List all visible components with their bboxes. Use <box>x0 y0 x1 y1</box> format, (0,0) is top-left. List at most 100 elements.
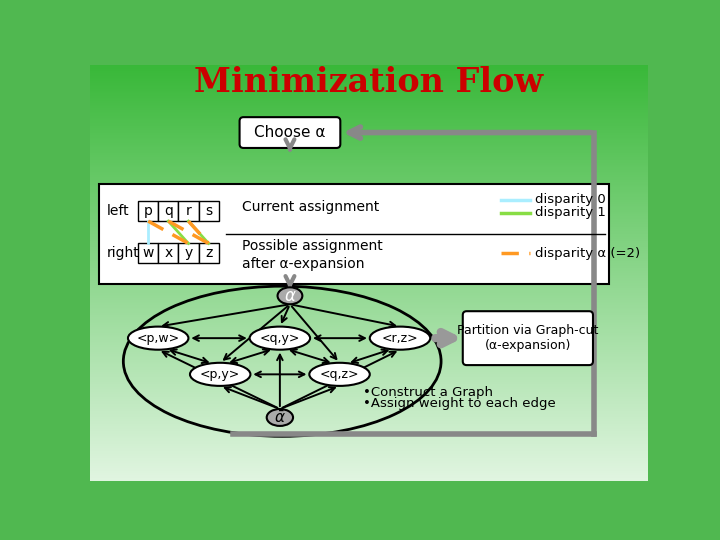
Bar <box>90 383 648 384</box>
Bar <box>90 322 648 323</box>
Bar <box>90 140 648 141</box>
Bar <box>90 95 648 96</box>
Bar <box>90 65 648 66</box>
Bar <box>90 448 648 449</box>
Bar <box>90 201 648 202</box>
Bar <box>90 298 648 299</box>
Bar <box>90 282 648 283</box>
Bar <box>90 231 648 232</box>
Bar <box>90 368 648 369</box>
Text: Current assignment: Current assignment <box>242 200 379 214</box>
Bar <box>90 318 648 319</box>
Bar <box>90 389 648 390</box>
Bar <box>90 206 648 207</box>
Bar <box>90 442 648 443</box>
Bar <box>90 417 648 418</box>
Bar <box>90 382 648 383</box>
Bar <box>179 201 199 221</box>
Bar <box>90 390 648 391</box>
Bar <box>90 378 648 379</box>
Ellipse shape <box>190 363 251 386</box>
Bar <box>90 69 648 70</box>
Bar <box>90 304 648 305</box>
Bar <box>90 260 648 261</box>
Bar <box>90 346 648 347</box>
Bar <box>90 422 648 423</box>
Bar <box>90 370 648 372</box>
FancyBboxPatch shape <box>240 117 341 148</box>
Ellipse shape <box>310 363 370 386</box>
Bar <box>90 224 648 225</box>
Bar <box>90 93 648 94</box>
Bar <box>90 348 648 349</box>
Bar <box>90 300 648 301</box>
Bar <box>90 86 648 87</box>
Bar <box>90 215 648 217</box>
Bar <box>90 412 648 413</box>
Bar <box>90 230 648 231</box>
Text: x: x <box>164 246 172 260</box>
Bar <box>90 396 648 397</box>
Bar <box>90 407 648 408</box>
Bar <box>90 465 648 466</box>
Bar <box>90 96 648 97</box>
Bar <box>90 280 648 281</box>
Bar <box>90 98 648 99</box>
Bar <box>90 161 648 162</box>
Bar <box>90 333 648 334</box>
Bar <box>90 302 648 303</box>
Ellipse shape <box>277 287 302 304</box>
Bar <box>90 434 648 435</box>
Bar <box>90 104 648 105</box>
Bar <box>90 218 648 219</box>
Bar <box>90 336 648 338</box>
Bar <box>90 131 648 132</box>
Bar <box>90 410 648 411</box>
Bar <box>90 477 648 478</box>
Bar <box>90 101 648 102</box>
Bar <box>90 253 648 254</box>
Bar <box>90 296 648 298</box>
Bar <box>90 374 648 375</box>
Bar <box>90 133 648 134</box>
Bar <box>90 200 648 201</box>
Bar <box>90 364 648 365</box>
Bar <box>90 377 648 378</box>
Bar <box>90 193 648 194</box>
Bar <box>90 195 648 197</box>
Bar <box>90 108 648 109</box>
Bar <box>90 420 648 421</box>
Text: <q,y>: <q,y> <box>260 332 300 345</box>
Bar <box>90 309 648 310</box>
Bar <box>90 150 648 151</box>
Bar <box>90 288 648 289</box>
Bar <box>90 175 648 176</box>
Bar <box>90 90 648 91</box>
Bar <box>90 249 648 251</box>
Bar <box>90 468 648 469</box>
Bar <box>90 271 648 272</box>
Bar <box>90 452 648 453</box>
Bar <box>90 112 648 113</box>
Bar <box>90 323 648 325</box>
Bar <box>158 201 179 221</box>
Bar <box>90 375 648 376</box>
Bar <box>90 443 648 444</box>
Bar <box>90 233 648 234</box>
Bar <box>90 471 648 472</box>
Bar <box>90 311 648 312</box>
Text: <p,y>: <p,y> <box>200 368 240 381</box>
Bar <box>90 185 648 186</box>
Bar <box>90 221 648 222</box>
Bar <box>90 373 648 374</box>
Bar <box>90 199 648 200</box>
Bar <box>90 326 648 327</box>
Bar <box>90 480 648 481</box>
Bar <box>90 306 648 307</box>
Bar <box>90 237 648 238</box>
Bar <box>90 157 648 158</box>
Text: disparity 1: disparity 1 <box>535 206 606 219</box>
Bar <box>90 262 648 264</box>
Text: s: s <box>205 204 212 218</box>
Bar <box>90 136 648 137</box>
